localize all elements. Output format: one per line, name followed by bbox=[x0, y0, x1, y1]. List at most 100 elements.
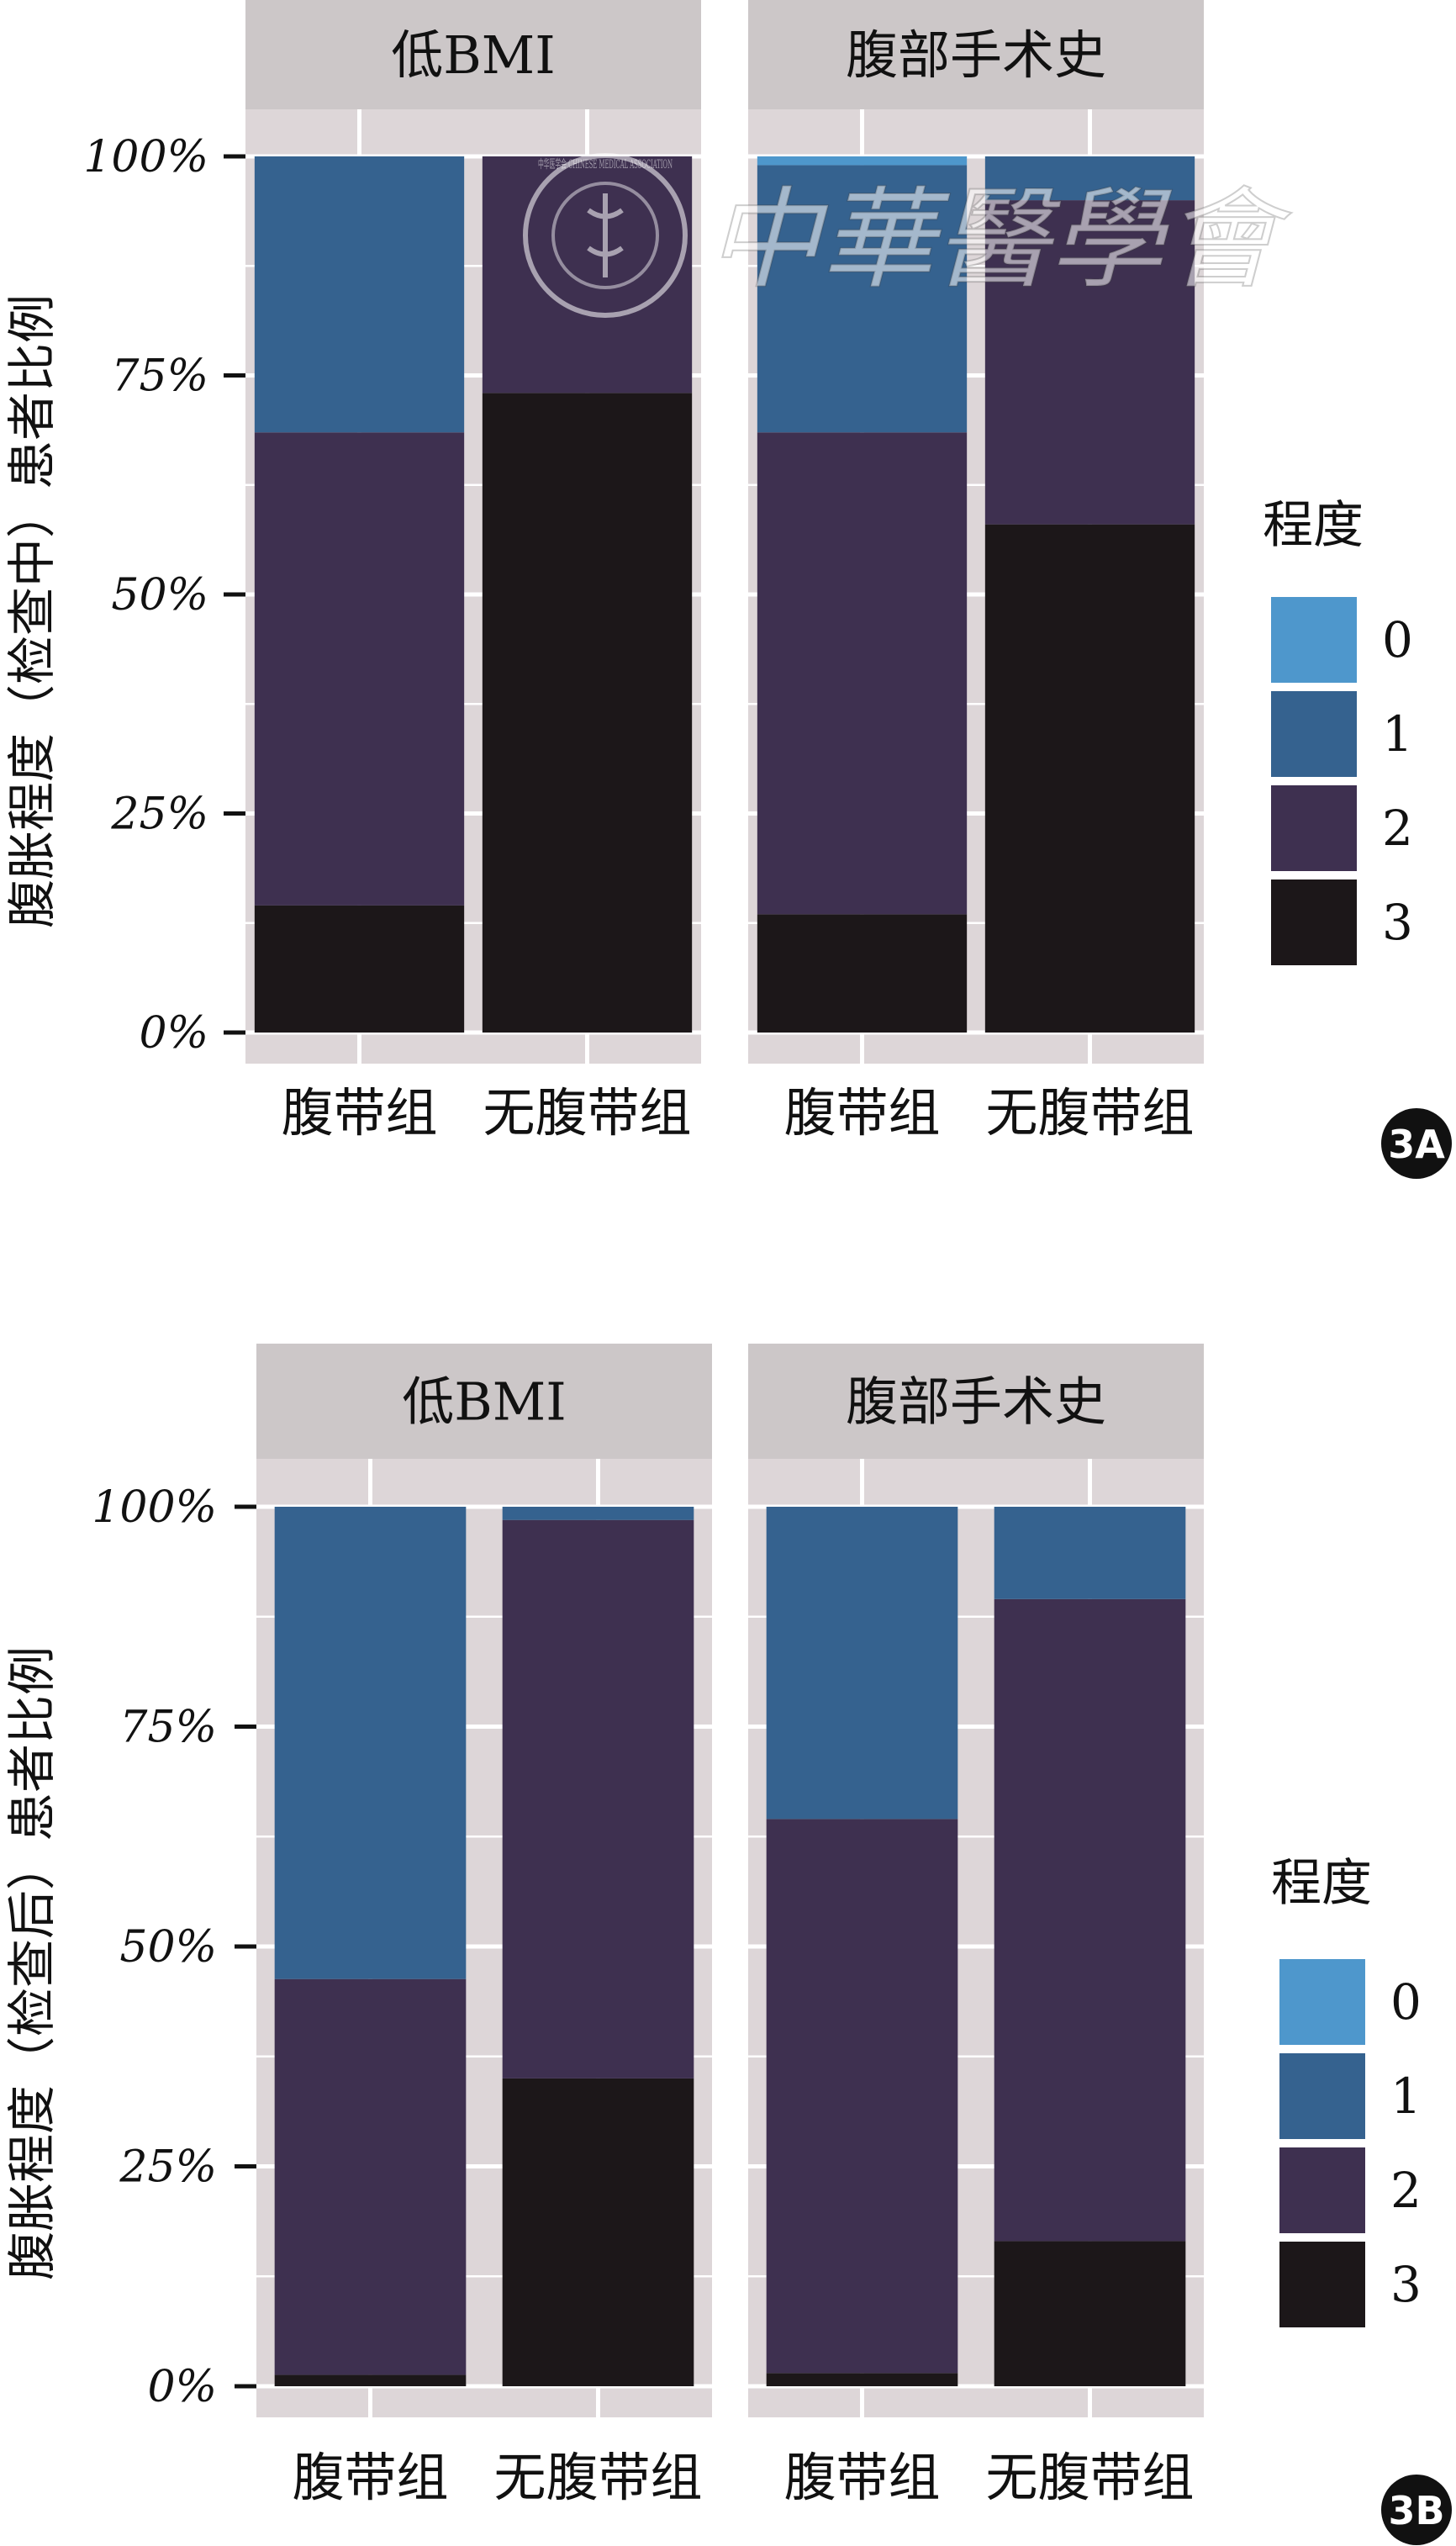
legend-title: 程度 bbox=[1271, 1854, 1372, 1913]
x-tick-label: 无腹带组 bbox=[985, 1082, 1194, 1144]
y-tick-label: 25% bbox=[110, 790, 208, 840]
legend-label: 3 bbox=[1390, 2256, 1422, 2313]
bar-segment-level-3 bbox=[766, 2373, 958, 2386]
bar-segment-level-2 bbox=[502, 1519, 694, 2079]
x-tick-label: 腹带组 bbox=[783, 2447, 940, 2508]
legend-swatch-level-3 bbox=[1271, 879, 1357, 965]
x-tick-label: 腹带组 bbox=[281, 1082, 437, 1144]
facet-label: 低BMI bbox=[402, 1371, 567, 1433]
legend-swatch-level-2 bbox=[1279, 2147, 1365, 2233]
bar-segment-level-1 bbox=[274, 1507, 467, 1979]
legend-label: 2 bbox=[1382, 800, 1413, 857]
legend-title: 程度 bbox=[1263, 496, 1364, 555]
y-tick-label: 100% bbox=[83, 132, 208, 182]
bar-stack bbox=[482, 156, 693, 1033]
bar-segment-level-1 bbox=[984, 156, 1195, 201]
facet-label: 腹部手术史 bbox=[846, 1371, 1106, 1433]
legend-label: 0 bbox=[1390, 1973, 1422, 2031]
figure-badge: 3B bbox=[1381, 2475, 1452, 2545]
bar-segment-level-1 bbox=[766, 1507, 958, 1820]
legend-swatch-level-0 bbox=[1279, 1959, 1365, 2045]
y-tick-label: 75% bbox=[119, 1703, 217, 1753]
bar-segment-level-3 bbox=[502, 2078, 694, 2386]
legend-label: 0 bbox=[1382, 611, 1413, 668]
bar-segment-level-2 bbox=[254, 432, 465, 906]
bar-segment-level-1 bbox=[757, 165, 968, 433]
x-tick-label: 无腹带组 bbox=[493, 2447, 702, 2508]
watermark-seal-inner-ring bbox=[551, 182, 659, 289]
facet-strip bbox=[245, 0, 701, 109]
figure-badge-label: 3A bbox=[1388, 1122, 1445, 1167]
bar-segment-level-2 bbox=[274, 1978, 467, 2375]
legend-swatch-level-2 bbox=[1271, 785, 1357, 871]
bar-segment-level-3 bbox=[994, 2241, 1186, 2386]
y-tick-label: 75% bbox=[111, 351, 208, 402]
y-axis-title: 腹胀程度（检查中）患者比例 bbox=[3, 294, 61, 928]
bar-stack bbox=[274, 1507, 467, 2386]
facet-label: 低BMI bbox=[391, 24, 556, 86]
bar-segment-level-2 bbox=[766, 1819, 958, 2374]
bar-segment-level-3 bbox=[274, 2374, 467, 2386]
y-tick-label: 0% bbox=[148, 2362, 218, 2412]
x-tick-label: 无腹带组 bbox=[985, 2447, 1194, 2508]
legend-label: 1 bbox=[1382, 705, 1413, 763]
x-tick-label: 腹带组 bbox=[783, 1082, 940, 1144]
y-tick-label: 0% bbox=[140, 1008, 209, 1059]
bar-segment-level-1 bbox=[502, 1507, 694, 1520]
x-tick-label: 腹带组 bbox=[292, 2447, 448, 2508]
bar-segment-level-2 bbox=[757, 432, 968, 915]
facet-strip bbox=[256, 1344, 712, 1459]
legend-label: 2 bbox=[1390, 2162, 1422, 2219]
bar-stack bbox=[984, 156, 1195, 1033]
y-tick-label: 100% bbox=[92, 1482, 217, 1533]
y-tick-label: 50% bbox=[111, 570, 208, 621]
bar-segment-level-3 bbox=[984, 524, 1195, 1033]
bar-stack bbox=[994, 1507, 1186, 2386]
bar-segment-level-1 bbox=[254, 156, 465, 433]
figure-badge: 3A bbox=[1381, 1108, 1452, 1179]
bar-segment-level-1 bbox=[994, 1507, 1186, 1599]
legend-swatch-level-0 bbox=[1271, 597, 1357, 683]
legend: 程度 0 1 2 3 bbox=[1263, 496, 1413, 965]
bar-segment-level-3 bbox=[757, 914, 968, 1033]
y-tick-label: 25% bbox=[119, 2142, 217, 2193]
bar-segment-level-3 bbox=[482, 393, 693, 1033]
bar-segment-level-0 bbox=[757, 156, 968, 166]
bar-segment-level-2 bbox=[984, 200, 1195, 525]
bar-segment-level-3 bbox=[254, 905, 465, 1033]
legend-swatch-level-3 bbox=[1279, 2242, 1365, 2327]
bar-stack bbox=[766, 1507, 958, 2386]
legend-swatch-level-1 bbox=[1279, 2053, 1365, 2139]
facet-panel: 低BMI 腹带组 无腹带组 bbox=[245, 0, 701, 1144]
facet-panel: 低BMI 腹带组 无腹带组 bbox=[256, 1344, 712, 2508]
legend-label: 1 bbox=[1390, 2068, 1422, 2125]
watermark: 中华医学会 CHINESE MEDICAL ASSOCIATION 中華醫學會 bbox=[523, 153, 1293, 318]
legend-swatch-level-1 bbox=[1271, 691, 1357, 777]
bar-segment-level-2 bbox=[482, 156, 693, 394]
y-axis-title: 腹胀程度（检查后）患者比例 bbox=[3, 1646, 61, 2280]
watermark-caduceus-icon bbox=[587, 193, 624, 277]
bar-stack bbox=[254, 156, 465, 1033]
bar-segment-level-2 bbox=[994, 1598, 1186, 2242]
watermark-seal-ring bbox=[523, 153, 688, 318]
facet-label: 腹部手术史 bbox=[846, 24, 1106, 86]
watermark-text: 中華醫學會 bbox=[706, 176, 1292, 304]
figure-badge-label: 3B bbox=[1388, 2488, 1444, 2533]
x-tick-label: 无腹带组 bbox=[483, 1082, 691, 1144]
bar-stack bbox=[502, 1507, 694, 2386]
facet-strip bbox=[748, 1344, 1204, 1459]
figure-badge-circle bbox=[1381, 2475, 1452, 2545]
figure-badge-circle bbox=[1381, 1108, 1452, 1179]
watermark-seal-text: 中华医学会 CHINESE MEDICAL ASSOCIATION bbox=[538, 158, 673, 172]
y-tick-label: 50% bbox=[119, 1922, 217, 1973]
legend-label: 3 bbox=[1382, 894, 1413, 951]
facet-strip bbox=[748, 0, 1204, 109]
legend: 程度 0 1 2 3 bbox=[1271, 1854, 1422, 2327]
bar-stack bbox=[757, 156, 968, 1033]
